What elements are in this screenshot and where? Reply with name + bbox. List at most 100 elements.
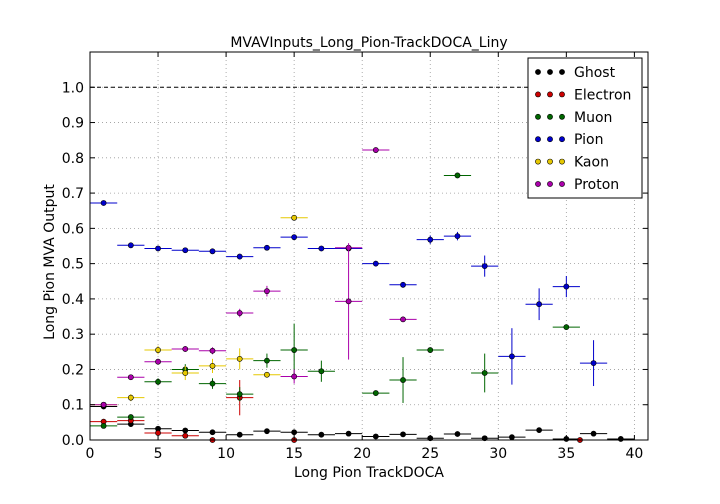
y-axis-label: Long Pion MVA Output (42, 184, 58, 340)
data-point (509, 434, 515, 441)
legend-marker (559, 113, 565, 120)
data-point (372, 260, 379, 267)
data-point (100, 422, 107, 429)
legend-item-muon: Muon (535, 110, 612, 126)
axis-ticks: 0 5 10 15 20 25 30 35 40 0.0 0.1 0.2 0.3 0.4 0.5 0.6 0.7… (62, 52, 648, 462)
series-pion (90, 200, 608, 387)
series-kaon (90, 214, 308, 408)
data-point (291, 347, 298, 353)
data-point (127, 242, 134, 249)
legend-marker (559, 181, 565, 187)
data-point (536, 427, 543, 434)
data-point (481, 370, 488, 376)
data-point (291, 214, 298, 221)
y-tick-label: 0.2 (62, 362, 84, 378)
data-point (291, 373, 298, 380)
y-tick-label: 0.0 (62, 433, 84, 449)
legend-label: Pion (574, 132, 603, 148)
data-point (182, 427, 189, 434)
legend-marker (535, 136, 541, 143)
data-point (291, 234, 298, 241)
data-point (155, 430, 161, 436)
legend-marker (547, 136, 553, 143)
data-point (155, 245, 161, 252)
data-point (345, 430, 352, 437)
data-point (209, 248, 216, 255)
x-tick-label: 35 (557, 446, 575, 462)
data-point (536, 301, 543, 308)
legend-marker (559, 69, 565, 75)
data-point (590, 430, 597, 437)
y-tick-label: 0.4 (62, 292, 84, 308)
data-point (209, 363, 216, 369)
legend-marker (535, 158, 541, 165)
data-point (155, 358, 161, 365)
legend-marker (535, 91, 541, 98)
data-point (590, 360, 597, 367)
x-tick-label: 40 (625, 446, 643, 462)
legend-label: Kaon (574, 155, 609, 171)
plot-area-frame (89, 51, 649, 441)
x-tick-label: 5 (154, 446, 163, 462)
legend-item-proton: Proton (535, 177, 619, 193)
data-point (427, 236, 434, 243)
data-point (372, 390, 379, 396)
legend-marker (559, 136, 565, 143)
legend-marker (547, 181, 553, 187)
data-point (481, 263, 488, 270)
legend-label: Proton (574, 177, 619, 193)
data-point (427, 347, 434, 353)
data-point (182, 432, 189, 439)
data-point (236, 391, 243, 398)
legend-label: Electron (574, 87, 631, 103)
legend-box (527, 57, 643, 199)
y-tick-label: 0.3 (62, 327, 84, 343)
legend-label: Ghost (574, 65, 616, 81)
data-point (182, 370, 189, 376)
data-point (182, 247, 189, 254)
data-point (454, 233, 461, 240)
x-tick-label: 10 (217, 446, 235, 462)
y-tick-label: 0.9 (62, 116, 84, 132)
y-tick-label: 0.8 (62, 151, 84, 167)
legend-item-kaon: Kaon (535, 155, 609, 171)
data-point (100, 200, 107, 206)
data-point (318, 368, 325, 375)
data-point (127, 374, 134, 381)
data-point (400, 377, 406, 383)
x-tick-label: 25 (421, 446, 439, 462)
chart-title: MVAVInputs_Long_Pion-TrackDOCA_Liny (230, 35, 507, 51)
data-point (372, 433, 379, 440)
data-point (454, 172, 461, 179)
data-point (264, 428, 270, 435)
legend-marker (547, 158, 553, 165)
data-point (209, 380, 216, 387)
data-point (264, 244, 270, 251)
data-point (291, 429, 298, 436)
data-point (617, 436, 624, 442)
data-point (127, 414, 134, 420)
legend-item-electron: Electron (535, 87, 631, 103)
data-point (345, 298, 352, 305)
x-tick-label: 30 (489, 446, 507, 462)
legend-marker (547, 91, 553, 98)
series-proton (90, 147, 417, 408)
x-tick-label: 0 (86, 446, 95, 462)
data-point (372, 147, 379, 153)
data-point (264, 371, 270, 378)
data-point (400, 316, 406, 323)
data-point (209, 429, 216, 436)
legend: Ghost Electron Muon Pion Kaon Proton (527, 57, 643, 199)
legend-marker (547, 69, 553, 75)
y-tick-label: 0.6 (62, 221, 84, 237)
data-point (236, 253, 243, 260)
data-point (155, 347, 161, 353)
data-point (236, 355, 243, 362)
data-point (155, 378, 161, 385)
data-point (127, 394, 134, 401)
data-point (454, 431, 461, 437)
legend-marker (535, 69, 541, 75)
data-point (100, 401, 107, 408)
data-point (264, 357, 270, 364)
